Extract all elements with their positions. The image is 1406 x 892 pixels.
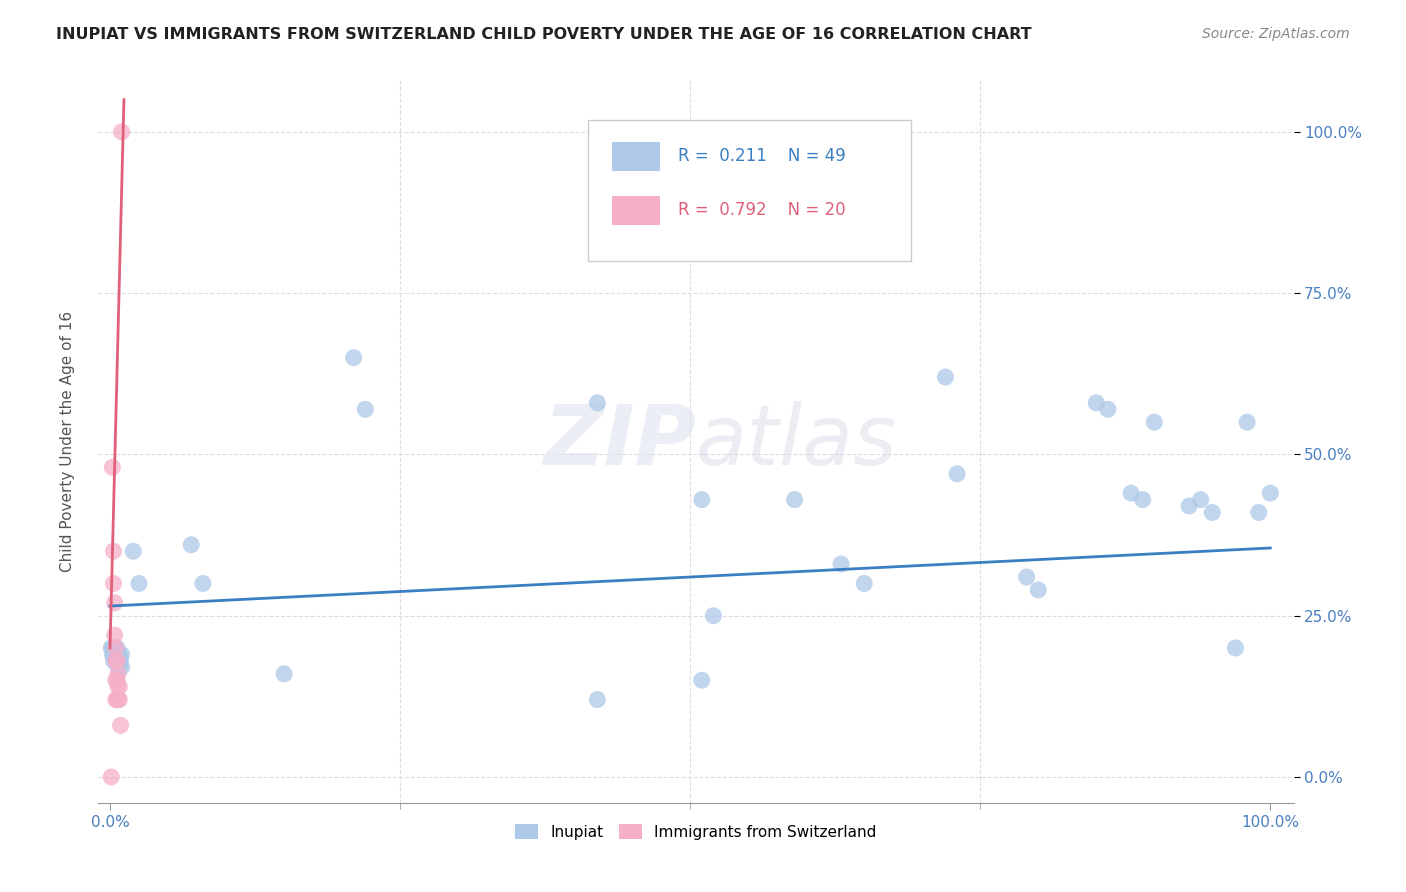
Point	[107, 680, 129, 694]
Point	[853, 576, 876, 591]
Point	[690, 673, 713, 688]
FancyBboxPatch shape	[613, 196, 661, 225]
Point	[104, 654, 127, 668]
Point	[104, 640, 127, 655]
Point	[108, 692, 131, 706]
Point	[1236, 415, 1258, 429]
Point	[191, 576, 214, 591]
Point	[1247, 506, 1270, 520]
Point	[104, 640, 127, 655]
Point	[107, 654, 129, 668]
Point	[1026, 582, 1049, 597]
Point	[1015, 570, 1038, 584]
Point	[104, 654, 127, 668]
Point	[105, 673, 128, 688]
Text: atlas: atlas	[696, 401, 897, 482]
Point	[104, 596, 127, 610]
Point	[104, 692, 127, 706]
Point	[1132, 492, 1154, 507]
Point	[104, 628, 127, 642]
Point	[273, 666, 295, 681]
Point	[111, 125, 134, 139]
Point	[104, 648, 127, 662]
Point	[103, 648, 125, 662]
Point	[180, 538, 202, 552]
Text: ZIP: ZIP	[543, 401, 696, 482]
Point	[108, 648, 131, 662]
Point	[101, 648, 124, 662]
Point	[690, 492, 713, 507]
Point	[104, 640, 127, 655]
Text: R =  0.792    N = 20: R = 0.792 N = 20	[678, 202, 845, 219]
FancyBboxPatch shape	[589, 120, 911, 260]
Point	[108, 680, 131, 694]
Point	[104, 673, 127, 688]
Point	[103, 654, 125, 668]
Point	[1201, 506, 1223, 520]
Point	[1085, 396, 1108, 410]
Point	[1143, 415, 1166, 429]
Point	[830, 557, 852, 571]
Point	[111, 660, 134, 674]
Point	[946, 467, 969, 481]
Point	[128, 576, 150, 591]
FancyBboxPatch shape	[613, 142, 661, 170]
Point	[1178, 499, 1201, 513]
Point	[107, 666, 129, 681]
Text: INUPIAT VS IMMIGRANTS FROM SWITZERLAND CHILD POVERTY UNDER THE AGE OF 16 CORRELA: INUPIAT VS IMMIGRANTS FROM SWITZERLAND C…	[56, 27, 1032, 42]
Point	[702, 608, 724, 623]
Point	[105, 648, 128, 662]
Point	[1258, 486, 1281, 500]
Point	[1097, 402, 1119, 417]
Point	[343, 351, 366, 365]
Y-axis label: Child Poverty Under the Age of 16: Child Poverty Under the Age of 16	[60, 311, 75, 572]
Point	[1119, 486, 1142, 500]
Point	[586, 396, 609, 410]
Point	[1189, 492, 1212, 507]
Legend: Inupiat, Immigrants from Switzerland: Inupiat, Immigrants from Switzerland	[509, 818, 883, 846]
Point	[108, 660, 131, 674]
Point	[101, 640, 124, 655]
Point	[105, 692, 128, 706]
Point	[107, 660, 129, 674]
Point	[107, 692, 129, 706]
Point	[934, 370, 956, 384]
Point	[100, 770, 122, 784]
Point	[783, 492, 806, 507]
Point	[103, 576, 125, 591]
Point	[111, 648, 134, 662]
Text: Source: ZipAtlas.com: Source: ZipAtlas.com	[1202, 27, 1350, 41]
Point	[586, 692, 609, 706]
Point	[1225, 640, 1247, 655]
Point	[354, 402, 377, 417]
Point	[103, 544, 125, 558]
Point	[105, 654, 128, 668]
Point	[100, 640, 122, 655]
Point	[105, 640, 128, 655]
Point	[122, 544, 145, 558]
Point	[110, 718, 132, 732]
Text: R =  0.211    N = 49: R = 0.211 N = 49	[678, 147, 846, 165]
Point	[110, 654, 132, 668]
Point	[101, 460, 124, 475]
